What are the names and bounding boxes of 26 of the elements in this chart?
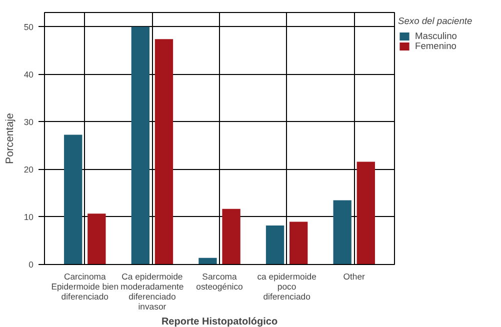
bar [266, 226, 284, 264]
bar [198, 258, 217, 264]
legend-label: Masculino [415, 31, 457, 41]
y-tick-label: 10 [24, 212, 34, 222]
bar [290, 222, 308, 264]
x-tick-label: ca epidermoide poco diferenciado [257, 272, 317, 302]
legend-title: Sexo del paciente [398, 16, 472, 26]
y-tick-label: 0 [28, 260, 34, 270]
y-tick-label: 50 [24, 22, 34, 32]
x-tick-label: Carcinoma Epidermoide bien diferenciado [51, 272, 119, 302]
y-tick-label: 20 [24, 164, 34, 174]
x-axis-title: Reporte Histopatológico [161, 316, 278, 327]
bar [333, 200, 352, 264]
bar [222, 208, 240, 264]
y-tick-label: 40 [24, 69, 34, 80]
y-axis-title: Porcentaje [4, 112, 16, 164]
x-tick-label: Ca epidermoide moderadamente diferenciado invasor [120, 272, 184, 312]
bar [154, 39, 174, 264]
legend-label: Femenino [415, 41, 456, 51]
x-tick-label: Sarcoma osteogénico [196, 272, 244, 292]
bar [356, 162, 375, 264]
bar [131, 26, 150, 264]
x-tick-label: Other [343, 272, 366, 282]
bar [88, 214, 106, 264]
y-tick-label: 30 [24, 116, 34, 127]
bar [64, 134, 82, 264]
